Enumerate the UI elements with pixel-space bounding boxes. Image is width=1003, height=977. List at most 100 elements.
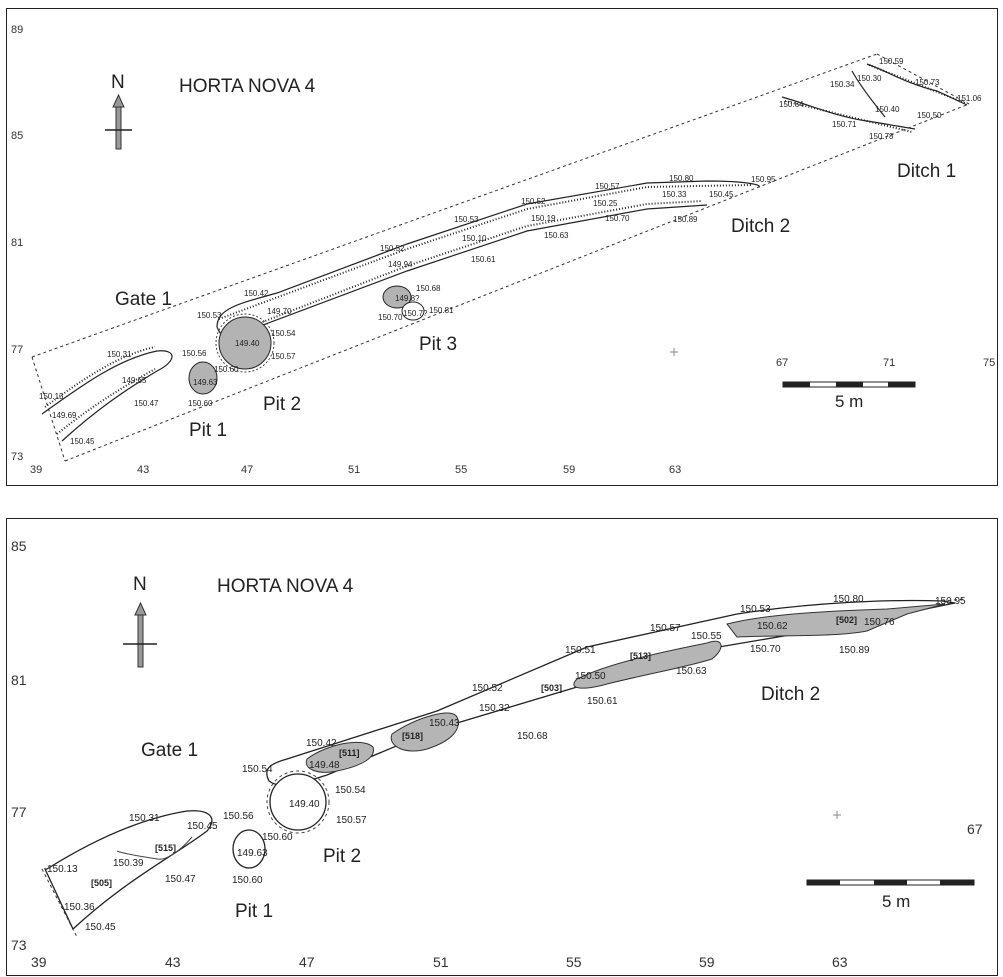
elevation-label: 149.69: [52, 411, 77, 420]
x-tick: 59: [699, 954, 715, 970]
plan-panel-top: HORTA NOVA 4 N 89 85 81 77 73 39 43 47 5…: [6, 8, 998, 486]
pit-1-shape: [232, 829, 266, 869]
y-tick: 85: [11, 538, 27, 554]
north-label: N: [133, 574, 147, 595]
feature-label-pit-1: Pit 1: [235, 901, 274, 922]
feature-label-pit-2: Pit 2: [263, 394, 302, 415]
grid-crosses: [833, 811, 841, 819]
elevation-label: 150.56: [223, 811, 254, 822]
elevation-label: 150.52: [521, 197, 546, 206]
x-tick: 55: [566, 954, 582, 970]
elevation-label: 150.57: [336, 815, 367, 826]
ditch-segment-left: [41, 346, 173, 442]
elevation-label: 150.61: [471, 255, 496, 264]
x-tick: 67: [776, 357, 789, 369]
elevation-label: 150.42: [244, 289, 269, 298]
elevation-label: 149.8?: [395, 294, 420, 303]
elevation-label: 150.61: [587, 696, 618, 707]
elevation-label: 149.48: [309, 760, 340, 771]
context-code: [513]: [630, 651, 652, 661]
y-tick: 77: [11, 344, 24, 356]
elevation-label: 151.06: [957, 94, 982, 103]
elevation-label: 150.45: [187, 821, 218, 832]
feature-label-gate-1: Gate 1: [141, 740, 199, 761]
scale-bar-graphic: [782, 381, 916, 388]
elevation-label: 150.68: [517, 731, 548, 742]
scale-label: 5 m: [882, 892, 911, 911]
feature-label-gate-1: Gate 1: [115, 289, 173, 310]
elevation-label: 150.53: [740, 604, 771, 615]
elevation-label: 150.55: [691, 631, 722, 642]
x-tick: 63: [832, 954, 848, 970]
elevation-label: 150.31: [107, 350, 132, 359]
elevation-label: 149.63: [193, 378, 218, 387]
elevation-label: 150.42: [306, 738, 337, 749]
north-arrow-graphic: [123, 601, 157, 668]
survey-edge: [941, 598, 966, 602]
pit-2-shape: [218, 316, 272, 370]
elevation-label: 150.80: [833, 594, 864, 605]
elevation-label: 150.34: [830, 80, 855, 89]
elevation-label: 150.95: [935, 596, 966, 607]
elevation-label: 150.36: [64, 902, 95, 913]
site-title: HORTA NOVA 4: [217, 576, 354, 597]
y-tick: 73: [11, 451, 24, 463]
elevation-label: 150.60: [262, 832, 293, 843]
elevation-label: 149.40: [289, 799, 320, 810]
elevation-label: 150.81: [429, 306, 454, 315]
elevation-label: 150.45: [709, 190, 734, 199]
x-tick: 55: [455, 464, 468, 476]
elevation-label: 150.56: [182, 349, 207, 358]
context-code: [503]: [541, 683, 563, 693]
elevation-label: 150.50: [917, 111, 942, 120]
feature-label-pit-3: Pit 3: [419, 334, 458, 355]
elevation-label: 150.89: [673, 215, 698, 224]
elevation-label: 150.80: [669, 174, 694, 183]
site-plan-drawing: [41, 598, 975, 938]
elevation-label: 150.47: [134, 399, 159, 408]
elevation-label: 150.73: [915, 78, 940, 87]
feature-label-pit-2: Pit 2: [323, 846, 362, 867]
y-tick: 81: [11, 672, 27, 688]
elevation-label: 150.63: [544, 231, 569, 240]
elevation-label: 150.71: [832, 120, 857, 129]
elevation-label: 150.70: [750, 644, 781, 655]
scale-label: 5 m: [835, 392, 864, 411]
elevation-label: 150.30: [857, 74, 882, 83]
elevation-label: 150.13: [47, 864, 78, 875]
elevation-label: 150.70: [605, 214, 630, 223]
x-tick: 63: [669, 464, 682, 476]
elevation-label: 150.60: [214, 365, 239, 374]
elevation-label: 149.94: [388, 260, 413, 269]
y-tick: 89: [11, 24, 24, 36]
pit-3-shape: [382, 285, 412, 309]
elevation-label: 150.7?: [403, 309, 428, 318]
feature-label-pit-1: Pit 1: [189, 420, 228, 441]
north-arrow-graphic: [105, 93, 132, 150]
elevation-label: 150.10: [462, 234, 487, 243]
elevation-label: 150.32: [479, 703, 510, 714]
x-tick: 43: [165, 954, 181, 970]
context-code: [502]: [836, 615, 858, 625]
elevation-label: 150.57: [595, 182, 620, 191]
elevation-label: 150.57: [650, 623, 681, 634]
x-tick: 47: [299, 954, 315, 970]
ditch-segment-left: [43, 810, 213, 931]
elevation-label: 150.43: [429, 718, 460, 729]
elevation-label: 149.70: [267, 307, 292, 316]
north-label: N: [111, 72, 125, 93]
x-tick: 75: [983, 357, 996, 369]
plan-panel-bottom: HORTA NOVA 4 N 85 81 77 73 39 43 47 51 5…: [6, 518, 998, 976]
context-code: [515]: [155, 843, 177, 853]
fill-deposits: [305, 603, 946, 773]
elevation-label: 150.54: [271, 329, 296, 338]
context-boundary: [116, 836, 193, 860]
elevation-label: 150.68: [416, 284, 441, 293]
elevation-label: 150.40: [875, 105, 900, 114]
elevation-label: 150.45: [85, 922, 116, 933]
elevation-label: 150.76: [864, 617, 895, 628]
elevation-label: 150.52: [472, 683, 503, 694]
elevation-label: 150.70: [378, 313, 403, 322]
elevation-label: 150.63: [676, 666, 707, 677]
scale-bar-graphic: [806, 879, 975, 886]
